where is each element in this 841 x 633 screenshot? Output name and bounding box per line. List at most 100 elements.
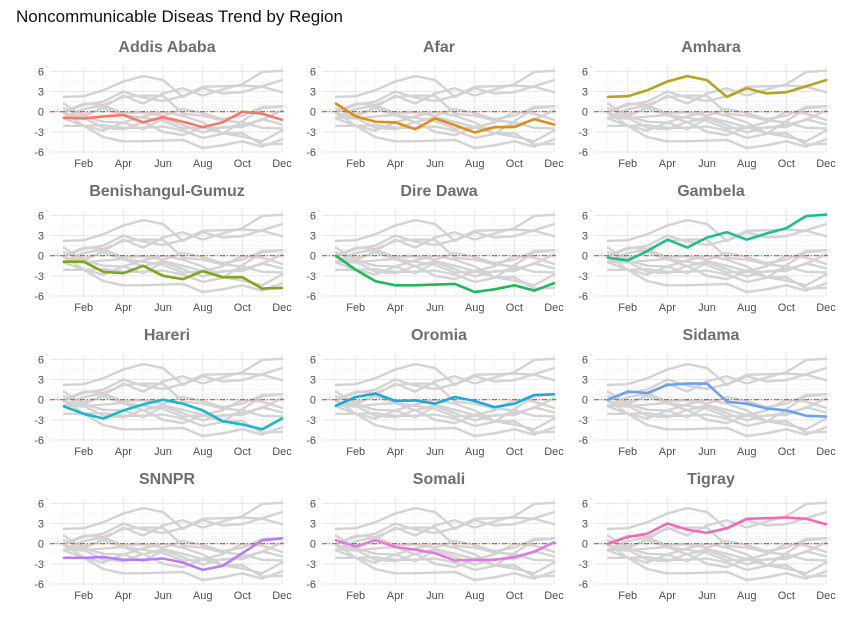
y-tick-label: -3 xyxy=(306,415,316,427)
facet-panel-afar: Afar 6 3 0 -3 -6 Feb Apr Jun Aug Oct Dec xyxy=(306,39,564,170)
x-tick-label: Apr xyxy=(387,446,404,458)
y-tick-label: 3 xyxy=(38,87,44,99)
x-tick-label: Aug xyxy=(465,446,485,458)
x-tick-label: Dec xyxy=(816,302,836,314)
background-series-line-oromia xyxy=(62,104,284,121)
background-series-line-tigray xyxy=(334,372,556,401)
x-tick-label: Feb xyxy=(618,446,637,458)
y-tick-label: -3 xyxy=(306,127,316,139)
facet-panel-tigray: Tigray 6 3 0 -3 -6 Feb Apr Jun Aug Oct Dec xyxy=(578,471,836,602)
facet-panel-dire-dawa: Dire Dawa 6 3 0 -3 -6 Feb Apr Jun Aug Oct Dec xyxy=(306,183,564,314)
x-tick-label: Apr xyxy=(387,302,404,314)
background-series-line-dire-dawa xyxy=(606,542,828,582)
background-series-line-afar xyxy=(606,390,828,422)
background-series-line-oromia xyxy=(334,536,556,553)
x-tick-label: Oct xyxy=(506,158,523,170)
background-series-line-oromia xyxy=(606,536,828,553)
y-tick-label: -6 xyxy=(306,579,316,591)
x-tick-label: Aug xyxy=(465,590,485,602)
y-tick-label: 6 xyxy=(582,210,588,222)
y-tick-label: 0 xyxy=(310,395,316,407)
x-tick-label: Jun xyxy=(426,302,444,314)
x-tick-label: Apr xyxy=(387,590,404,602)
background-series-line-afar xyxy=(62,390,284,422)
x-tick-label: Apr xyxy=(115,590,132,602)
y-tick-label: -3 xyxy=(34,127,44,139)
background-series-line-tigray xyxy=(62,516,284,545)
background-series-line-addis-ababa xyxy=(334,110,556,129)
background-series-line-addis-ababa xyxy=(334,542,556,561)
background-series-line-somali xyxy=(62,107,284,130)
x-tick-label: Apr xyxy=(659,446,676,458)
background-series-line-snnpr xyxy=(606,249,828,284)
x-tick-label: Oct xyxy=(234,158,251,170)
background-series-line-somali xyxy=(606,107,828,130)
background-series-line-addis-ababa xyxy=(62,398,284,417)
background-series-line-dire-dawa xyxy=(62,254,284,294)
background-series-line-oromia xyxy=(334,104,556,121)
x-tick-label: Feb xyxy=(346,302,365,314)
facet-panel-somali: Somali 6 3 0 -3 -6 Feb Apr Jun Aug Oct Dec xyxy=(306,471,564,602)
y-tick-label: -3 xyxy=(306,271,316,283)
background-series-line-snnpr xyxy=(62,393,284,428)
x-tick-label: Dec xyxy=(816,446,836,458)
x-tick-label: Oct xyxy=(778,446,795,458)
background-series-line-dire-dawa xyxy=(606,254,828,294)
x-tick-label: Feb xyxy=(74,302,93,314)
background-series-line-oromia xyxy=(606,104,828,121)
x-tick-label: Aug xyxy=(465,158,485,170)
background-series-line-amhara xyxy=(62,218,284,243)
y-tick-label: 3 xyxy=(310,87,316,99)
background-series-line-snnpr xyxy=(334,537,556,572)
series-line-dire-dawa xyxy=(334,254,556,294)
background-series-line-snnpr xyxy=(334,249,556,284)
y-tick-label: 0 xyxy=(38,251,44,263)
background-series-line-tigray xyxy=(606,84,828,113)
y-tick-label: 3 xyxy=(310,519,316,531)
background-series-line-tigray xyxy=(62,372,284,401)
x-tick-label: Jun xyxy=(698,446,716,458)
x-tick-label: Aug xyxy=(737,302,757,314)
background-series-line-hareri xyxy=(62,110,284,143)
x-tick-label: Dec xyxy=(544,158,564,170)
facet-title: Tigray xyxy=(687,471,735,488)
background-series-line-hareri xyxy=(334,254,556,287)
y-tick-label: 0 xyxy=(582,107,588,119)
y-tick-label: 6 xyxy=(582,354,588,366)
facet-panel-addis-ababa: Addis Ababa 6 3 0 -3 -6 Feb Apr Jun Aug Oct Dec xyxy=(34,39,292,170)
y-tick-label: 6 xyxy=(310,354,316,366)
y-tick-label: 0 xyxy=(38,539,44,551)
y-tick-label: 6 xyxy=(582,66,588,78)
facet-panel-hareri: Hareri 6 3 0 -3 -6 Feb Apr Jun Aug Oct Dec xyxy=(34,327,292,458)
series-line-somali xyxy=(334,539,556,562)
x-tick-label: Dec xyxy=(544,446,564,458)
background-series-line-dire-dawa xyxy=(334,110,556,150)
y-tick-label: -6 xyxy=(34,579,44,591)
background-series-line-snnpr xyxy=(606,105,828,140)
x-tick-label: Aug xyxy=(737,158,757,170)
background-series-line-dire-dawa xyxy=(62,542,284,582)
x-tick-label: Apr xyxy=(659,302,676,314)
series-line-oromia xyxy=(334,392,556,409)
y-tick-label: 0 xyxy=(310,107,316,119)
x-tick-label: Dec xyxy=(272,158,292,170)
background-series-line-amhara xyxy=(606,362,828,387)
background-series-line-amhara xyxy=(62,362,284,387)
y-tick-label: 0 xyxy=(310,251,316,263)
x-tick-label: Feb xyxy=(74,446,93,458)
y-tick-label: 6 xyxy=(310,66,316,78)
background-series-line-dire-dawa xyxy=(606,398,828,438)
y-tick-label: 0 xyxy=(38,107,44,119)
background-series-line-tigray xyxy=(606,372,828,401)
x-tick-label: Apr xyxy=(659,158,676,170)
x-tick-label: Dec xyxy=(272,302,292,314)
y-tick-label: 3 xyxy=(38,231,44,243)
background-series-line-snnpr xyxy=(606,537,828,572)
background-series-line-hareri xyxy=(62,542,284,575)
background-series-line-afar xyxy=(606,102,828,134)
background-series-line-amhara xyxy=(62,74,284,99)
x-tick-label: Jun xyxy=(426,158,444,170)
background-series-line-afar xyxy=(606,246,828,278)
series-line-gambela xyxy=(606,213,828,262)
background-series-line-dire-dawa xyxy=(62,398,284,438)
